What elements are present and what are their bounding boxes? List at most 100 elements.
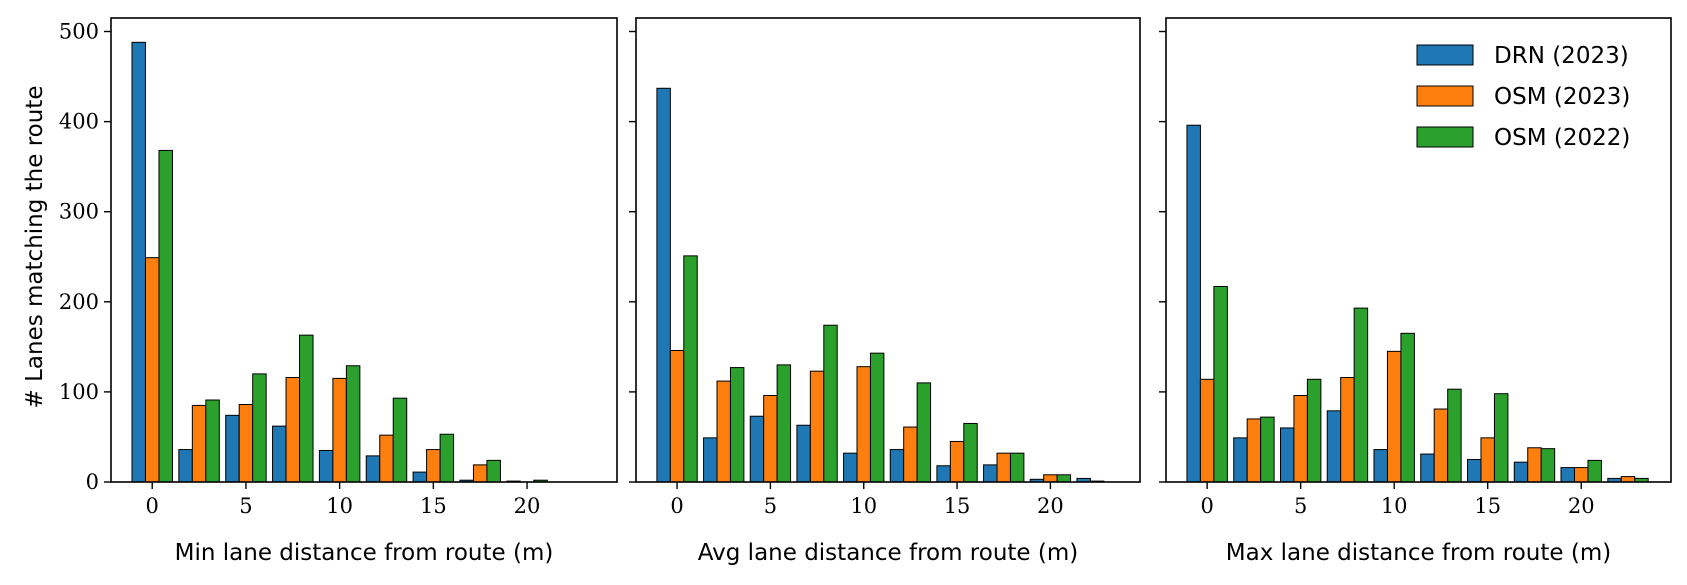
bar (1420, 453, 1435, 483)
x-tick-label: 20 (1037, 494, 1064, 518)
legend-label: DRN (2023) (1494, 43, 1629, 69)
bar (1306, 378, 1322, 483)
x-tick-label: 20 (514, 494, 541, 518)
x-tick-label: 10 (850, 494, 877, 518)
legend-label: OSM (2022) (1494, 125, 1630, 151)
bar (963, 422, 978, 483)
x-axis-label: Min lane distance from route (m) (175, 540, 554, 566)
bar (729, 367, 745, 483)
panel-1: 0 100 200 300 400 500 0 5 10 15 20 Min lane distanc… (59, 17, 618, 566)
bar (869, 352, 885, 483)
bar (379, 434, 394, 483)
bar (1246, 418, 1262, 483)
bar (1467, 458, 1482, 483)
x-tick-label: 15 (1474, 494, 1501, 518)
bar (1056, 474, 1072, 483)
plot-frame (1165, 17, 1672, 483)
bar (1009, 452, 1025, 483)
bar (703, 437, 718, 483)
bar (178, 449, 193, 483)
x-tick-label: 5 (764, 494, 777, 518)
bar (1540, 448, 1556, 483)
plot-frame (635, 17, 1141, 483)
bar (345, 365, 361, 483)
bar (889, 449, 905, 483)
bar (996, 452, 1011, 483)
plot-frame (110, 17, 618, 483)
panel-2: 0 5 10 15 20 Avg lane distance from route (m) (629, 17, 1141, 566)
bar (1447, 388, 1462, 483)
bar (1213, 285, 1228, 483)
bar (916, 382, 932, 483)
bar (1527, 447, 1542, 483)
x-axis-label: Max lane distance from route (m) (1226, 540, 1611, 566)
bar (776, 364, 792, 483)
x-tick-label: 20 (1568, 494, 1595, 518)
bar (1279, 427, 1295, 483)
bar (669, 349, 685, 483)
y-tick-label: 200 (59, 290, 99, 314)
bar (809, 370, 825, 483)
bar (205, 399, 220, 483)
x-tick-label: 10 (326, 494, 353, 518)
legend-swatch (1416, 85, 1474, 107)
bar (1560, 467, 1575, 483)
bar (158, 149, 173, 483)
bar (272, 425, 287, 483)
x-tick-label: 5 (239, 494, 252, 518)
y-tick-label: 300 (59, 200, 99, 224)
bar (439, 433, 455, 483)
x-tick-label: 10 (1381, 494, 1408, 518)
x-axis-label: Avg lane distance from route (m) (698, 540, 1078, 566)
x-tick-label: 0 (1200, 494, 1213, 518)
bar (796, 424, 811, 483)
legend-swatch (1416, 44, 1474, 66)
x-tick-label: 0 (146, 494, 159, 518)
x-tick-label: 0 (670, 494, 683, 518)
bar (1493, 393, 1509, 483)
bar (225, 414, 240, 483)
y-tick-label: 100 (59, 380, 99, 404)
bar (131, 41, 146, 483)
bar (1233, 437, 1248, 483)
y-axis-label: # Lanes matching the route (22, 86, 48, 409)
bar (949, 440, 965, 483)
bar (843, 452, 858, 483)
bar (332, 377, 347, 483)
bar (1326, 410, 1342, 483)
x-tick-label: 15 (420, 494, 447, 518)
bar (1386, 350, 1402, 483)
legend: DRN (2023) OSM (2023) OSM (2022) (1416, 43, 1630, 151)
x-tick-label: 15 (944, 494, 971, 518)
legend-label: OSM (2023) (1494, 84, 1630, 110)
bar (683, 255, 698, 483)
bar (1186, 124, 1201, 483)
bar (1513, 461, 1529, 483)
bar (1573, 467, 1589, 483)
bar (238, 404, 254, 483)
bar (1260, 416, 1275, 483)
panel-3: 0 5 10 15 20 Max lane distance from route (m) (1159, 17, 1672, 566)
bar (1199, 378, 1215, 483)
bar (983, 464, 998, 483)
bar (1353, 307, 1369, 483)
bar (252, 373, 267, 483)
bar (716, 380, 731, 483)
bar (1480, 437, 1495, 483)
bar (191, 404, 207, 483)
bar (1400, 332, 1415, 483)
bar (903, 426, 918, 483)
bar (472, 464, 488, 483)
x-tick-label: 5 (1294, 494, 1307, 518)
bar (1293, 395, 1308, 483)
bar (1587, 459, 1602, 483)
bar (856, 366, 871, 483)
y-tick-label: 500 (59, 20, 99, 44)
bar (299, 334, 314, 483)
bar (823, 324, 838, 483)
bar (365, 455, 381, 483)
bar (1043, 474, 1058, 483)
bar (1373, 449, 1388, 483)
bar (412, 471, 428, 483)
